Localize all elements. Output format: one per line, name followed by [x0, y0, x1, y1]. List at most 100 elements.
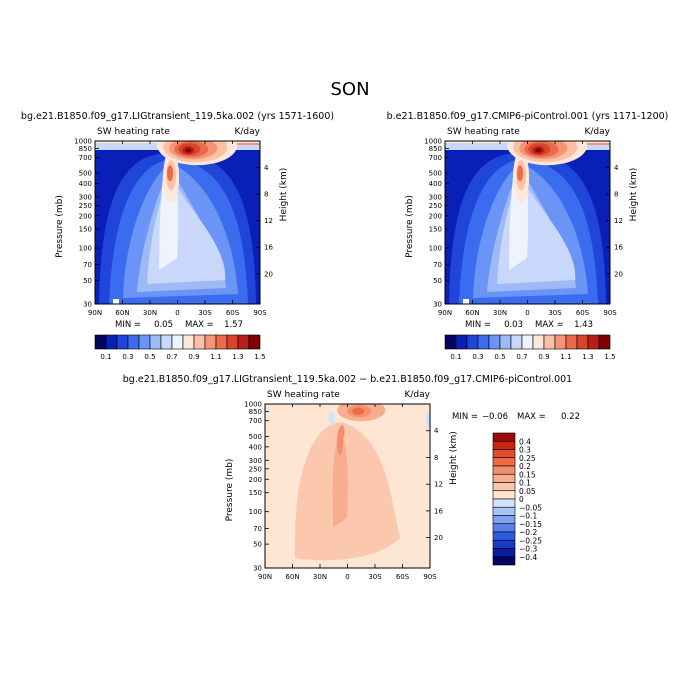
y2-tick-label: 4 [264, 164, 269, 172]
x-tick-label: 90S [603, 309, 617, 317]
colorbar-swatch [466, 334, 479, 350]
colorbar-label: 0.9 [188, 353, 199, 361]
colorbar-swatch [182, 334, 195, 350]
colorbar-swatch [248, 334, 261, 350]
max-value: 1.57 [224, 320, 243, 330]
x-tick-label: 60N [465, 309, 479, 317]
x-tick-label: 60S [576, 309, 590, 317]
x-tick-label: 30S [198, 309, 212, 317]
y-tick-label: 50 [83, 277, 92, 285]
y2-tick-label: 4 [434, 427, 439, 435]
y-tick-label: 1000 [424, 138, 442, 146]
y-axis-label: Pressure (mb) [55, 195, 65, 258]
y2-tick-label: 16 [614, 244, 623, 252]
contour-level-15 [185, 148, 192, 153]
min-value: 0.05 [154, 320, 173, 330]
y-tick-label: 500 [249, 433, 262, 441]
colorbar-swatch [543, 334, 556, 350]
x-tick-label: 90N [88, 309, 102, 317]
colorbar-label: 0.7 [166, 353, 177, 361]
colorbar-swatch [598, 334, 611, 350]
x-tick-label: 90S [423, 573, 437, 581]
heatmap-field [95, 141, 260, 304]
contour-level-8 [167, 165, 174, 182]
colorbar-swatch [237, 334, 250, 350]
x-tick-label: 60N [115, 309, 129, 317]
colorbar-swatch [492, 449, 516, 459]
colorbar-label: 0.5 [494, 353, 505, 361]
max-label: MAX = [535, 320, 564, 330]
contour-level-8 [426, 413, 430, 428]
colorbar-swatch [492, 539, 516, 549]
x-tick-label: 30S [548, 309, 562, 317]
colorbar-swatch [492, 432, 516, 442]
contour-level-8 [517, 165, 524, 182]
colorbar-swatch [455, 334, 468, 350]
colorbar-swatch [492, 548, 516, 558]
y-tick-label: 850 [249, 408, 262, 416]
colorbar-swatch [116, 334, 129, 350]
y-tick-label: 100 [429, 245, 442, 253]
colorbar-swatch [532, 334, 545, 350]
colorbar-label: 0.15 [519, 470, 536, 479]
colorbar-label: −0.4 [519, 553, 537, 562]
panel-subtitle: b.e21.B1850.f09_g17.CMIP6-piControl.001 … [387, 111, 669, 122]
y2-tick-label: 8 [614, 191, 618, 199]
y-tick-label: 70 [83, 261, 92, 269]
units-label: K/day [235, 127, 261, 137]
colorbar-swatch [554, 334, 567, 350]
colorbar-label: −0.15 [519, 520, 542, 529]
colorbar-swatch [444, 334, 457, 350]
x-tick-label: 30N [143, 309, 157, 317]
contour-level-7 [328, 411, 335, 427]
colorbar-label: 0.05 [519, 487, 536, 496]
max-label: MAX = [517, 412, 546, 422]
colorbar-label: 0.1 [100, 353, 111, 361]
x-tick-label: 0 [525, 309, 529, 317]
panel-diff: bg.e21.B1850.f09_g17.LIGtransient_119.5k… [123, 374, 580, 581]
y-tick-label: 300 [79, 193, 92, 201]
y-tick-label: 50 [433, 277, 442, 285]
y-tick-label: 200 [79, 212, 92, 220]
colorbar-label: 0.1 [450, 353, 461, 361]
contour-level-16 [113, 299, 119, 304]
y-tick-label: 100 [79, 245, 92, 253]
contour-level-1 [332, 428, 348, 528]
y-tick-label: 200 [429, 212, 442, 220]
colorbar-label: −0.05 [519, 503, 542, 512]
y2-tick-label: 12 [434, 481, 443, 489]
y-tick-label: 250 [249, 465, 262, 473]
y-tick-label: 30 [433, 301, 442, 309]
max-label: MAX = [185, 320, 214, 330]
colorbar-swatch [492, 440, 516, 450]
contour-level-6 [352, 407, 365, 415]
y2-tick-label: 8 [264, 191, 268, 199]
colorbar-swatch [204, 334, 217, 350]
colorbar-swatch [492, 523, 516, 533]
y-tick-label: 70 [253, 525, 262, 533]
y-tick-label: 1000 [244, 401, 262, 409]
colorbar-label: 1.5 [254, 353, 265, 361]
y2-tick-label: 4 [614, 164, 619, 172]
colorbar-label: 0.5 [144, 353, 155, 361]
colorbar-swatch [215, 334, 228, 350]
x-tick-label: 60S [396, 573, 410, 581]
colorbar-swatch [565, 334, 578, 350]
colorbar-diff: 0.40.30.250.20.150.10.050−0.05−0.1−0.15−… [492, 432, 542, 566]
contour-level-16 [463, 299, 469, 304]
y-axis-label: Pressure (mb) [225, 459, 235, 522]
x-tick-label: 0 [345, 573, 349, 581]
min-label: MIN = [465, 320, 491, 330]
colorbar-swatch [488, 334, 501, 350]
y2-tick-label: 12 [264, 217, 273, 225]
y-tick-label: 400 [79, 180, 92, 188]
colorbar-swatch [94, 334, 107, 350]
colorbar-swatch [477, 334, 490, 350]
y2-tick-label: 16 [434, 507, 443, 515]
colorbar-label: 0.7 [516, 353, 527, 361]
colorbar-swatch [160, 334, 173, 350]
colorbar-swatch [510, 334, 523, 350]
y-axis-label: Pressure (mb) [405, 195, 415, 258]
max-value: 1.43 [574, 320, 593, 330]
y-tick-label: 70 [433, 261, 442, 269]
